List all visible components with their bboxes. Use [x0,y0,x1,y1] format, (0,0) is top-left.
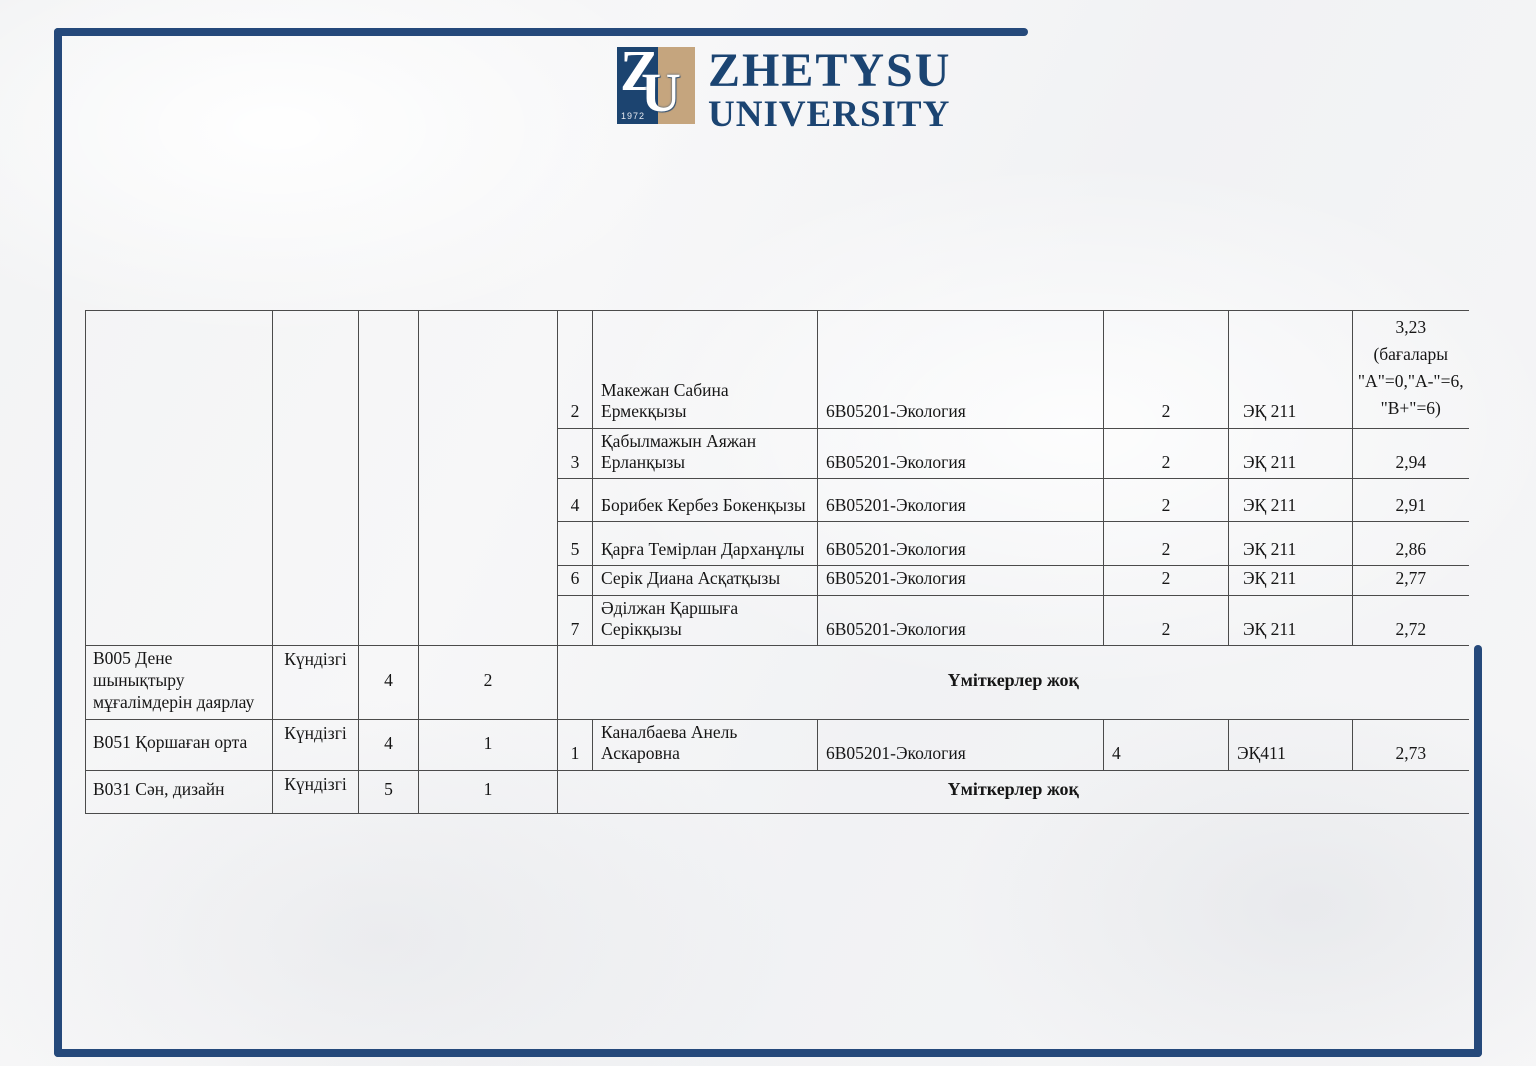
table-row: 5 Қарға Темірлан Дарханұлы 6В05201-Эколо… [86,521,1469,567]
specialty-cell: 6В05201-Экология [817,478,1104,523]
room-cell: ЭҚ 211 [1228,478,1353,523]
room-cell: ЭҚ 211 [1228,565,1353,596]
value-cell: 1 [418,769,558,814]
row-number-cell: 3 [557,427,593,480]
row-number-cell: 1 [557,718,593,771]
specialty-cell: 6В05201-Экология [817,594,1104,647]
table-row: 2 Макежан Сабина Ермекқызы 6В05201-Эколо… [85,309,1469,647]
row-number-cell: 4 [557,478,593,523]
student-name-cell: Борибек Кербез Бокенқызы [592,478,818,523]
course-cell: 2 [1103,427,1229,480]
frame-border-left [54,28,62,1057]
empty-cell [272,309,359,647]
admission-results-table: 2 Макежан Сабина Ермекқызы 6В05201-Эколо… [85,309,1469,814]
frame-border-right [1474,645,1482,1057]
frame-border-bottom [54,1049,1482,1057]
specialty-cell: 6В05201-Экология [817,565,1104,596]
frame-border-top [54,28,1028,36]
score-cell: 2,72 [1352,594,1469,647]
course-cell: 2 [1103,521,1229,567]
value-cell: 2 [418,645,558,720]
student-name-cell: Әділжан Қаршыға Серікқызы [592,594,818,647]
study-form-cell: Күндізгі [272,718,359,771]
score-cell: 2,77 [1352,565,1469,596]
table-row: B005 Дене шынықтыру мұғалімдерін даярлау… [85,645,1469,720]
empty-cell [358,309,419,647]
student-name-cell: Каналбаева Анель Аскаровна [592,718,818,771]
row-number-cell: 2 [557,310,593,429]
specialty-cell: 6В05201-Экология [817,310,1104,429]
table-row: 7 Әділжан Қаршыға Серікқызы 6В05201-Экол… [86,594,1469,647]
table-row: B031 Сән, дизайн Күндізгі 5 1 Үміткерлер… [85,769,1469,814]
student-name-cell: Макежан Сабина Ермекқызы [592,310,818,429]
value-cell: 4 [358,718,419,771]
logo-tan-block [658,47,695,124]
logo-year: 1972 [621,111,646,121]
value-cell: 4 [358,645,419,720]
program-cell: B031 Сән, дизайн [85,769,273,814]
logo-navy-block [617,47,658,124]
study-form-cell: Күндізгі [272,645,359,720]
specialty-cell: 6В05201-Экология [817,427,1104,480]
table-row: 3 Қабылмажын Аяжан Ерланқызы 6В05201-Эко… [86,427,1469,480]
course-cell: 2 [1103,478,1229,523]
logo-title-line2: UNIVERSITY [708,94,951,135]
row-number-cell: 5 [557,521,593,567]
study-form-cell: Күндізгі [272,769,359,814]
zu-logo-icon: Z U 1972 [617,40,695,124]
logo-letter-z: Z [620,38,659,103]
university-logo: Z U 1972 ZHETYSU UNIVERSITY [617,40,952,135]
logo-title-line1: ZHETYSU [708,44,952,97]
table-row: B051 Қоршаған орта Күндізгі 4 1 1 Каналб… [85,718,1469,771]
student-name-cell: Қабылмажын Аяжан Ерланқызы [592,427,818,480]
value-cell: 1 [418,718,558,771]
student-name-cell: Серік Диана Асқатқызы [592,565,818,596]
score-cell: 3,23 (бағалары "А"=0,"А-"=6, "В+"=6) [1352,310,1469,429]
course-cell: 2 [1103,594,1229,647]
room-cell: ЭҚ 211 [1228,594,1353,647]
empty-cell [85,309,273,647]
room-cell: ЭҚ 211 [1228,427,1353,480]
no-candidates-cell: Үміткерлер жоқ [557,769,1469,814]
logo-wordmark: ZHETYSU UNIVERSITY [708,44,952,135]
value-cell: 5 [358,769,419,814]
specialty-cell: 6В05201-Экология [817,718,1104,771]
room-cell: ЭҚ 211 [1228,521,1353,567]
table-row: 4 Борибек Кербез Бокенқызы 6В05201-Эколо… [86,478,1469,523]
row-number-cell: 7 [557,594,593,647]
program-cell: B051 Қоршаған орта [85,718,273,771]
course-cell: 4 [1103,718,1229,771]
score-cell: 2,86 [1352,521,1469,567]
course-cell: 2 [1103,310,1229,429]
course-cell: 2 [1103,565,1229,596]
score-cell: 2,91 [1352,478,1469,523]
room-cell: ЭҚ411 [1228,718,1353,771]
row-number-cell: 6 [557,565,593,596]
no-candidates-cell: Үміткерлер жоқ [557,645,1469,720]
score-cell: 2,73 [1352,718,1469,771]
specialty-cell: 6В05201-Экология [817,521,1104,567]
logo-letter-u: U [641,62,681,123]
room-cell: ЭҚ 211 [1228,310,1353,429]
score-cell: 2,94 [1352,427,1469,480]
empty-cell [418,309,558,647]
student-name-cell: Қарға Темірлан Дарханұлы [592,521,818,567]
program-cell: B005 Дене шынықтыру мұғалімдерін даярлау [85,645,273,720]
table-row: 6 Серік Диана Асқатқызы 6В05201-Экология… [86,565,1469,596]
